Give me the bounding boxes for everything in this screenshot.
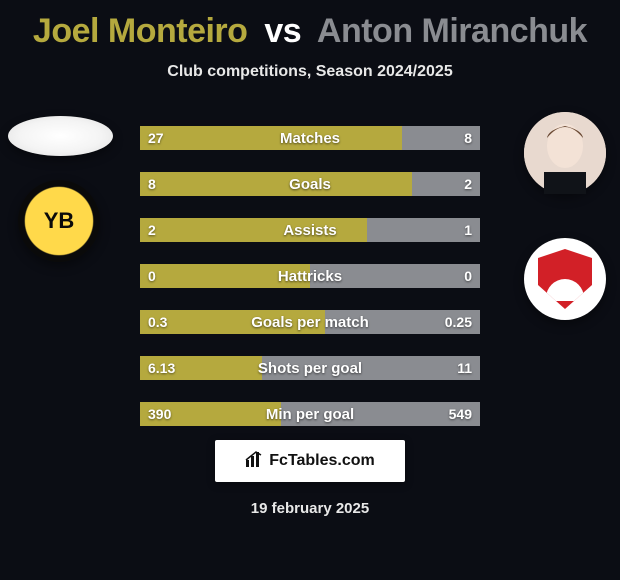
page-title: Joel Monteiro vs Anton Miranchuk <box>0 0 620 51</box>
bar-left <box>140 356 262 380</box>
footer-date: 19 february 2025 <box>0 500 620 517</box>
bar-left <box>140 172 412 196</box>
avatar-face-icon <box>524 112 606 194</box>
watermark: FcTables.com <box>215 440 405 482</box>
bar-left <box>140 126 402 150</box>
bar-right <box>325 310 480 334</box>
player1-club-text: YB <box>44 208 75 234</box>
bar-right <box>367 218 480 242</box>
stat-row: 00Hattricks <box>140 264 480 288</box>
bar-right <box>402 126 480 150</box>
stat-row: 82Goals <box>140 172 480 196</box>
player1-avatar <box>8 116 113 156</box>
stat-row: 390549Min per goal <box>140 402 480 426</box>
stat-row: 6.1311Shots per goal <box>140 356 480 380</box>
stat-row: 278Matches <box>140 126 480 150</box>
stat-row: 21Assists <box>140 218 480 242</box>
bar-left <box>140 310 325 334</box>
player1-club-badge: YB <box>18 180 100 262</box>
bar-left <box>140 264 310 288</box>
bar-right <box>281 402 480 426</box>
player2-name: Anton Miranchuk <box>317 12 587 50</box>
stats-chart: 278Matches 82Goals 21Assists 00Hattricks 0.3… <box>140 126 480 448</box>
watermark-text: FcTables.com <box>269 452 375 470</box>
chart-icon <box>245 450 263 473</box>
subtitle: Club competitions, Season 2024/2025 <box>0 63 620 81</box>
bar-left <box>140 402 281 426</box>
shield-icon <box>538 249 592 309</box>
bar-right <box>310 264 480 288</box>
vs-word: vs <box>264 12 301 50</box>
player1-name: Joel Monteiro <box>33 12 248 50</box>
stat-row: 0.30.25Goals per match <box>140 310 480 334</box>
bar-right <box>412 172 480 196</box>
bar-left <box>140 218 367 242</box>
bar-right <box>262 356 480 380</box>
player2-club-badge <box>524 238 606 320</box>
player2-avatar <box>524 112 606 194</box>
